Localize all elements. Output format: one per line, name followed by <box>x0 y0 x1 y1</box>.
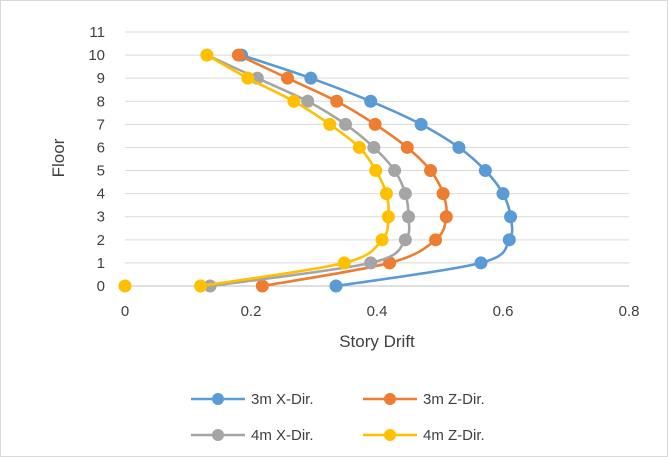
y-axis-title: Floor <box>49 138 68 177</box>
series-3m-x-dir <box>235 48 518 293</box>
data-point <box>287 94 301 108</box>
series-lines <box>118 48 518 293</box>
x-axis-title: Story Drift <box>339 332 415 351</box>
x-tick-label: 0.2 <box>241 303 262 320</box>
data-point <box>375 233 389 247</box>
data-point <box>231 48 245 62</box>
y-tick-label: 9 <box>97 70 105 87</box>
data-point <box>194 279 208 293</box>
data-point <box>496 187 510 201</box>
data-point <box>502 233 516 247</box>
y-tick-labels: 0 1 2 3 4 5 6 7 8 9 10 11 <box>88 24 105 295</box>
data-point <box>439 210 453 224</box>
data-point <box>474 256 488 270</box>
legend: 3m X-Dir. 3m Z-Dir. 4m X-Dir. 4m Z-Dir. <box>191 391 485 444</box>
series-4m-x-dir <box>200 48 415 293</box>
x-tick-label: 0.4 <box>367 303 388 320</box>
legend-label: 4m X-Dir. <box>251 427 314 444</box>
y-tick-label: 5 <box>97 163 105 180</box>
data-point <box>402 210 415 224</box>
data-point <box>452 140 466 154</box>
data-point <box>323 117 337 131</box>
legend-swatch-marker <box>384 393 396 405</box>
data-point <box>368 117 382 131</box>
data-point <box>337 256 351 270</box>
data-point <box>424 164 438 178</box>
data-point <box>367 140 381 154</box>
series-origin <box>118 279 132 293</box>
data-point <box>301 94 315 108</box>
data-point <box>429 233 443 247</box>
data-point <box>369 164 383 178</box>
data-point <box>364 94 378 108</box>
legend-item: 3m Z-Dir. <box>363 391 485 408</box>
y-tick-label: 2 <box>97 232 105 249</box>
data-point <box>241 71 255 85</box>
legend-swatch-marker <box>212 429 224 441</box>
y-tick-label: 10 <box>88 47 105 64</box>
data-point <box>329 279 343 293</box>
legend-item: 3m X-Dir. <box>191 391 314 408</box>
legend-item: 4m X-Dir. <box>191 427 314 444</box>
data-point <box>118 279 132 293</box>
data-point <box>304 71 318 85</box>
legend-label: 4m Z-Dir. <box>423 427 485 444</box>
series-3m-z-dir <box>231 48 453 293</box>
data-point <box>352 140 366 154</box>
data-point <box>330 94 344 108</box>
y-tick-label: 8 <box>97 93 105 110</box>
data-point <box>400 140 414 154</box>
x-tick-labels: 0 0.2 0.4 0.6 0.8 <box>121 303 640 320</box>
legend-swatch-marker <box>384 429 396 441</box>
x-tick-label: 0 <box>121 303 129 320</box>
y-tick-label: 11 <box>89 24 105 41</box>
data-point <box>398 187 412 201</box>
series-4m-z-dir <box>194 48 395 293</box>
data-point <box>364 256 378 270</box>
y-tick-label: 3 <box>97 209 105 226</box>
legend-swatch-marker <box>212 393 224 405</box>
data-point <box>281 71 295 85</box>
data-point <box>379 187 393 201</box>
data-point <box>478 164 492 178</box>
y-tick-label: 1 <box>97 255 105 272</box>
y-tick-label: 7 <box>97 116 105 133</box>
x-tick-label: 0.6 <box>493 303 514 320</box>
y-tick-label: 4 <box>97 186 105 203</box>
y-tick-label: 6 <box>97 139 105 156</box>
data-point <box>200 48 214 62</box>
x-tick-label: 0.8 <box>619 303 640 320</box>
data-point <box>436 187 450 201</box>
legend-item: 4m Z-Dir. <box>363 427 485 444</box>
data-point <box>504 210 518 224</box>
data-point <box>414 117 428 131</box>
data-point <box>339 117 352 131</box>
data-point <box>381 210 395 224</box>
legend-label: 3m X-Dir. <box>251 391 314 408</box>
data-point <box>398 233 412 247</box>
data-point <box>388 164 402 178</box>
data-point <box>255 279 269 293</box>
legend-label: 3m Z-Dir. <box>423 391 485 408</box>
y-tick-label: 0 <box>97 278 105 295</box>
